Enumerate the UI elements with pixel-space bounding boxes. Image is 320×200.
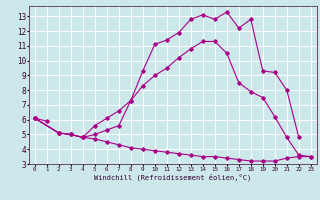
X-axis label: Windchill (Refroidissement éolien,°C): Windchill (Refroidissement éolien,°C) xyxy=(94,173,252,181)
